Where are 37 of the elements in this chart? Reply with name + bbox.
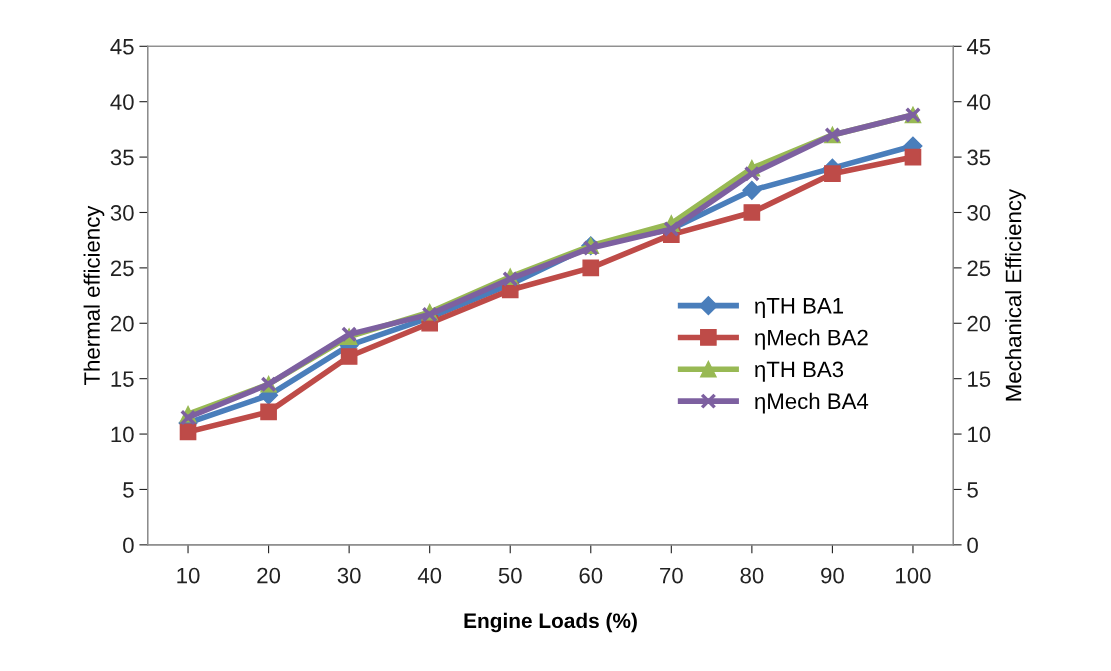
- y2-tick-label: 25: [967, 260, 991, 277]
- y2-tick-label: 40: [966, 94, 991, 110]
- y2-axis-title: Mechanical Efficiency: [1005, 188, 1026, 401]
- x-tick-label: 10: [177, 567, 200, 584]
- x-tick-label: 20: [257, 567, 281, 584]
- y2-tick-label: 20: [967, 315, 991, 332]
- y-axis-title: Thermal efficiency: [83, 205, 105, 386]
- legend-label: ηMech BA2: [755, 329, 868, 350]
- y-tick-label: 0: [123, 537, 134, 554]
- y2-tick-label: 10: [968, 426, 991, 443]
- y-tick-label: 25: [110, 260, 134, 277]
- legend-label: ηTH BA1: [755, 298, 843, 319]
- x-tick-label: 100: [896, 567, 931, 584]
- y2-tick-label: 15: [968, 371, 991, 387]
- x-tick-label: 30: [337, 567, 361, 584]
- y-tick-label: 10: [111, 426, 134, 443]
- x-tick-label: 90: [821, 567, 844, 584]
- x-tick-label: 80: [740, 567, 764, 584]
- y2-tick-label: 5: [967, 482, 978, 498]
- y2-tick-label: 30: [967, 205, 991, 221]
- y-tick-label: 35: [110, 149, 134, 166]
- y-tick-label: 20: [110, 315, 134, 332]
- legend-label: ηTH BA3: [755, 361, 844, 382]
- y-tick-label: 15: [111, 371, 134, 387]
- y2-tick-label: 0: [967, 537, 978, 554]
- x-tick-label: 40: [417, 567, 442, 584]
- y-tick-label: 5: [123, 482, 134, 498]
- y2-tick-label: 35: [967, 149, 991, 166]
- y-tick-label: 40: [110, 94, 134, 110]
- y-tick-label: 30: [110, 205, 134, 221]
- x-tick-label: 50: [498, 567, 522, 584]
- x-tick-label: 60: [579, 567, 603, 584]
- legend-label: ηMech BA4: [755, 392, 869, 414]
- y2-tick-label: 45: [966, 39, 991, 55]
- x-axis-title: Engine Loads (%): [464, 612, 637, 633]
- y-tick-label: 45: [110, 39, 134, 55]
- x-tick-label: 70: [660, 567, 683, 584]
